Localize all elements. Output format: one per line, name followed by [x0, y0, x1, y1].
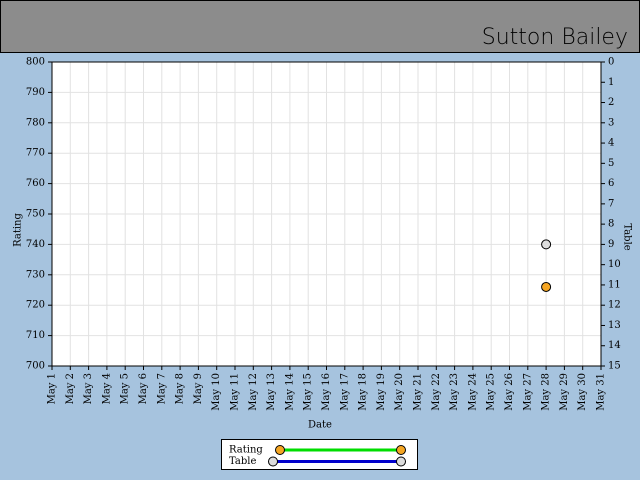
legend-marker: [275, 445, 285, 455]
x-tick-label: May 3: [83, 373, 94, 404]
y2-tick-label: 0: [608, 57, 614, 68]
data-point: [541, 239, 552, 250]
x-tick-label: May 13: [266, 373, 277, 411]
y-tick-label: 730: [26, 269, 45, 280]
x-tick-label: May 20: [394, 373, 405, 411]
x-tick-label: May 4: [101, 373, 112, 404]
x-tick-label: May 29: [559, 373, 570, 411]
x-tick-label: May 16: [321, 373, 332, 411]
x-tick-label: May 2: [65, 373, 76, 404]
legend-marker: [396, 456, 406, 467]
y2-tick-label: 5: [608, 158, 614, 169]
y-tick-label: 700: [26, 361, 45, 372]
y-tick-label: 790: [26, 87, 45, 98]
x-tick-label: May 7: [156, 373, 167, 404]
y-axis-label: Rating: [13, 213, 24, 247]
x-axis-label: Date: [308, 420, 332, 431]
y2-tick-label: 7: [608, 198, 614, 209]
x-tick-label: May 8: [175, 373, 186, 404]
y-tick-label: 780: [26, 117, 45, 128]
x-tick-label: May 26: [504, 373, 515, 411]
y2-tick-label: 3: [608, 117, 614, 128]
y2-tick-label: 6: [608, 178, 614, 189]
x-tick-label: May 28: [541, 373, 552, 411]
y2-tick-label: 9: [608, 239, 614, 250]
y-tick-label: 770: [26, 148, 45, 159]
x-tick-label: May 24: [467, 373, 478, 411]
x-tick-label: May 21: [413, 373, 424, 411]
x-tick-label: May 5: [120, 373, 131, 404]
x-tick-label: May 22: [431, 373, 442, 411]
y2-tick-label: 1: [608, 77, 614, 88]
y-tick-label: 760: [26, 178, 45, 189]
header: [0, 0, 640, 53]
x-tick-label: May 27: [522, 373, 533, 411]
x-tick-label: May 19: [376, 373, 387, 411]
legend: [221, 439, 418, 470]
x-tick-label: May 11: [230, 373, 241, 411]
x-tick-label: May 25: [486, 373, 497, 411]
y2-tick-label: 14: [608, 340, 621, 351]
x-tick-label: May 12: [248, 373, 259, 411]
y2-tick-label: 10: [608, 259, 621, 270]
chart-title: Sutton Bailey: [482, 25, 628, 50]
legend-marker: [396, 445, 406, 455]
y2-tick-label: 11: [608, 279, 621, 290]
legend-label: Rating: [229, 445, 263, 456]
y-tick-label: 740: [26, 239, 45, 250]
x-tick-label: May 14: [284, 373, 295, 411]
y-tick-label: 800: [26, 57, 45, 68]
x-tick-label: May 10: [211, 373, 222, 411]
y-tick-label: 720: [26, 300, 45, 311]
data-point: [541, 281, 552, 292]
y-tick-label: 750: [26, 209, 45, 220]
x-tick-label: May 17: [339, 373, 350, 411]
x-tick-label: May 15: [303, 373, 314, 411]
y2-tick-label: 8: [608, 219, 614, 230]
x-tick-label: May 18: [358, 373, 369, 411]
x-tick-label: May 23: [449, 373, 460, 411]
y2-tick-label: 15: [608, 361, 621, 372]
y2-axis-label: Table: [622, 223, 633, 250]
legend-label: Table: [229, 456, 256, 467]
x-tick-label: May 30: [577, 373, 588, 411]
y2-tick-label: 2: [608, 97, 614, 108]
y2-tick-label: 13: [608, 320, 621, 331]
legend-marker: [268, 456, 278, 467]
y2-tick-label: 4: [608, 138, 614, 149]
y2-tick-label: 12: [608, 300, 621, 311]
x-tick-label: May 31: [596, 373, 607, 411]
x-tick-label: May 6: [138, 373, 149, 404]
x-tick-label: May 1: [47, 373, 58, 404]
y-tick-label: 710: [26, 330, 45, 341]
x-tick-label: May 9: [193, 373, 204, 404]
